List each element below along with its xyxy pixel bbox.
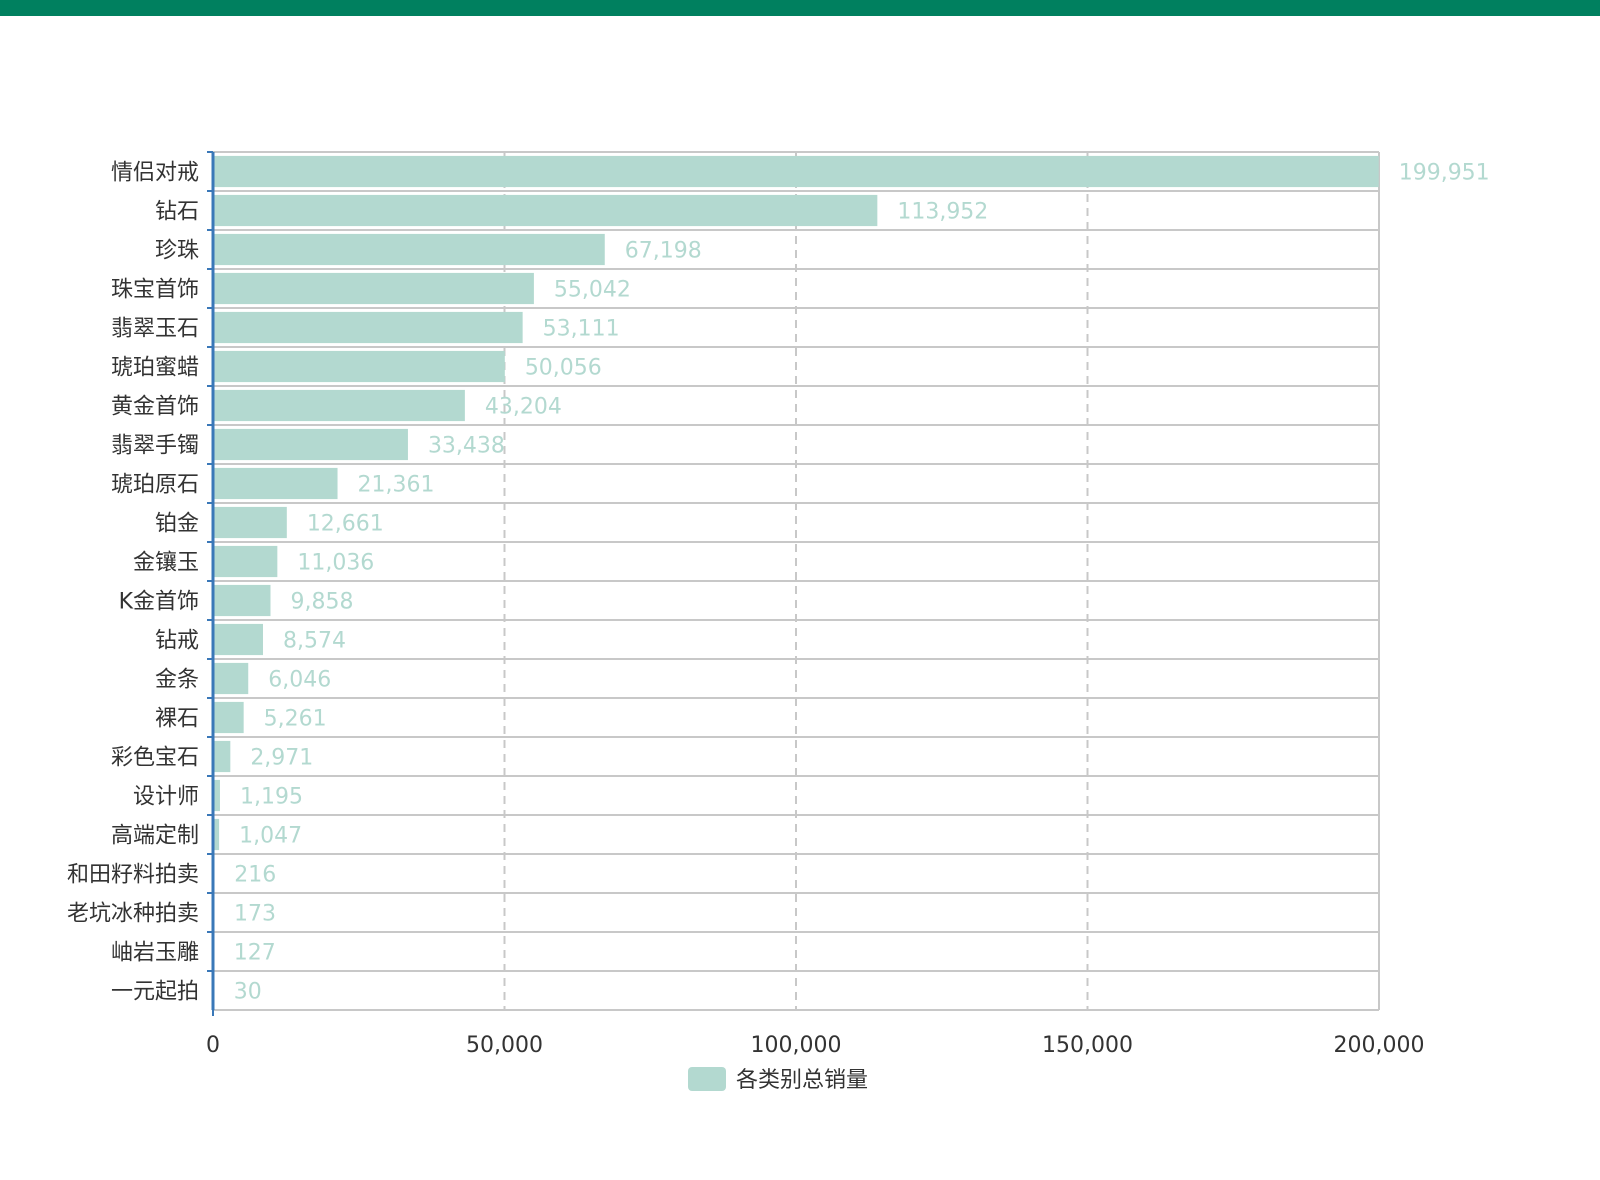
bar[interactable] xyxy=(213,545,278,578)
category-label: 珍珠 xyxy=(155,239,199,264)
axis-layer: 0 50,000 100,000 150,000 200,000 情侣对戒钻石珍珠珠宝首饰… xyxy=(67,151,1425,1058)
x-tick-label: 100,000 xyxy=(751,1033,842,1058)
data-label: 50,056 xyxy=(525,356,602,381)
top-accent-bar xyxy=(0,0,1600,16)
data-label: 113,952 xyxy=(897,200,988,225)
bar[interactable] xyxy=(213,233,605,266)
x-tick-label: 200,000 xyxy=(1334,1033,1425,1058)
data-label: 199,951 xyxy=(1399,161,1490,186)
data-label: 30 xyxy=(234,980,262,1005)
data-label: 43,204 xyxy=(485,395,562,420)
bars-layer: 199,951 113,952 67,198 55,042 53,111 50,056 43… xyxy=(213,155,1490,1007)
data-label: 216 xyxy=(234,863,276,888)
bar[interactable] xyxy=(213,155,1379,188)
category-label: 琥珀原石 xyxy=(111,473,199,498)
category-label: 一元起拍 xyxy=(111,980,199,1005)
data-label: 11,036 xyxy=(297,551,374,576)
category-label: K金首饰 xyxy=(119,590,199,615)
x-tick-label: 150,000 xyxy=(1042,1033,1133,1058)
x-tick-label: 50,000 xyxy=(466,1033,543,1058)
bar[interactable] xyxy=(213,194,878,227)
category-label: 翡翠玉石 xyxy=(111,317,199,342)
bar[interactable] xyxy=(213,311,523,344)
bar[interactable] xyxy=(213,428,408,461)
data-label: 33,438 xyxy=(428,434,505,459)
category-label: 铂金 xyxy=(155,512,199,537)
bar[interactable] xyxy=(213,389,465,422)
data-label: 21,361 xyxy=(358,473,435,498)
data-label: 55,042 xyxy=(554,278,631,303)
category-label: 裸石 xyxy=(155,707,199,732)
data-label: 173 xyxy=(234,902,276,927)
category-label: 高端定制 xyxy=(111,824,199,849)
bar[interactable] xyxy=(213,740,231,773)
category-label: 金条 xyxy=(155,668,199,693)
data-label: 6,046 xyxy=(268,668,331,693)
x-tick-label: 0 xyxy=(206,1033,220,1058)
legend[interactable]: 各类别总销量 xyxy=(688,1067,868,1093)
category-label: 翡翠手镯 xyxy=(111,434,199,459)
legend-swatch[interactable] xyxy=(688,1067,726,1091)
category-label: 珠宝首饰 xyxy=(111,278,199,303)
legend-label[interactable]: 各类别总销量 xyxy=(736,1068,868,1093)
category-label: 钻石 xyxy=(155,200,199,225)
data-label: 1,047 xyxy=(239,824,302,849)
data-label: 1,195 xyxy=(240,785,303,810)
grid-layer xyxy=(213,151,1380,1011)
data-label: 5,261 xyxy=(264,707,327,732)
category-label: 彩色宝石 xyxy=(111,746,199,771)
category-label: 黄金首饰 xyxy=(111,395,199,420)
data-label: 2,971 xyxy=(250,746,313,771)
category-label: 老坑冰种拍卖 xyxy=(67,902,199,927)
category-label: 和田籽料拍卖 xyxy=(67,863,199,888)
data-label: 8,574 xyxy=(283,629,346,654)
bar[interactable] xyxy=(213,350,505,383)
bar[interactable] xyxy=(213,467,338,500)
data-label: 127 xyxy=(234,941,276,966)
category-label: 岫岩玉雕 xyxy=(111,941,199,966)
category-label: 设计师 xyxy=(133,785,199,810)
data-label: 12,661 xyxy=(307,512,384,537)
bar[interactable] xyxy=(213,701,244,734)
category-label: 钻戒 xyxy=(155,629,199,654)
category-label: 情侣对戒 xyxy=(111,161,199,186)
bar[interactable] xyxy=(213,818,220,851)
bar[interactable] xyxy=(213,506,287,539)
bar[interactable] xyxy=(213,779,220,812)
data-label: 53,111 xyxy=(543,317,620,342)
data-label: 9,858 xyxy=(290,590,353,615)
bar[interactable] xyxy=(213,272,534,305)
bar[interactable] xyxy=(213,662,249,695)
data-label: 67,198 xyxy=(625,239,702,264)
bar[interactable] xyxy=(213,623,263,656)
category-label: 琥珀蜜蜡 xyxy=(111,356,199,381)
category-label: 金镶玉 xyxy=(133,551,199,576)
bar[interactable] xyxy=(213,584,271,617)
